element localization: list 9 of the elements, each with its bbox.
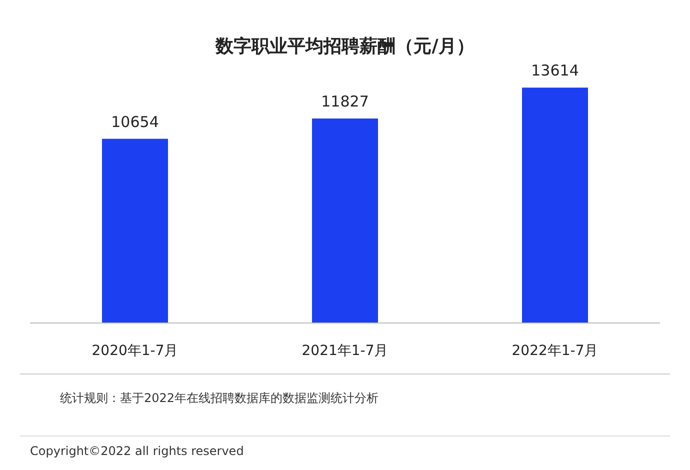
data-label: 10654 [111,112,159,131]
x-tick-label: 2022年1-7月 [512,343,598,359]
data-label: 11827 [321,92,369,110]
annotation: 统计规则：基于2022年在线招聘数据库的数据监测统计分析 [60,391,379,405]
annotation: Copyright©2022 all rights reserved [30,444,244,458]
x-tick-label: 2020年1-7月 [92,343,178,359]
data-label: 13614 [531,62,579,80]
title: 数字职业平均招聘薪酬（元/月） [216,36,474,57]
x-tick-label: 2021年1-7月 [302,343,388,359]
